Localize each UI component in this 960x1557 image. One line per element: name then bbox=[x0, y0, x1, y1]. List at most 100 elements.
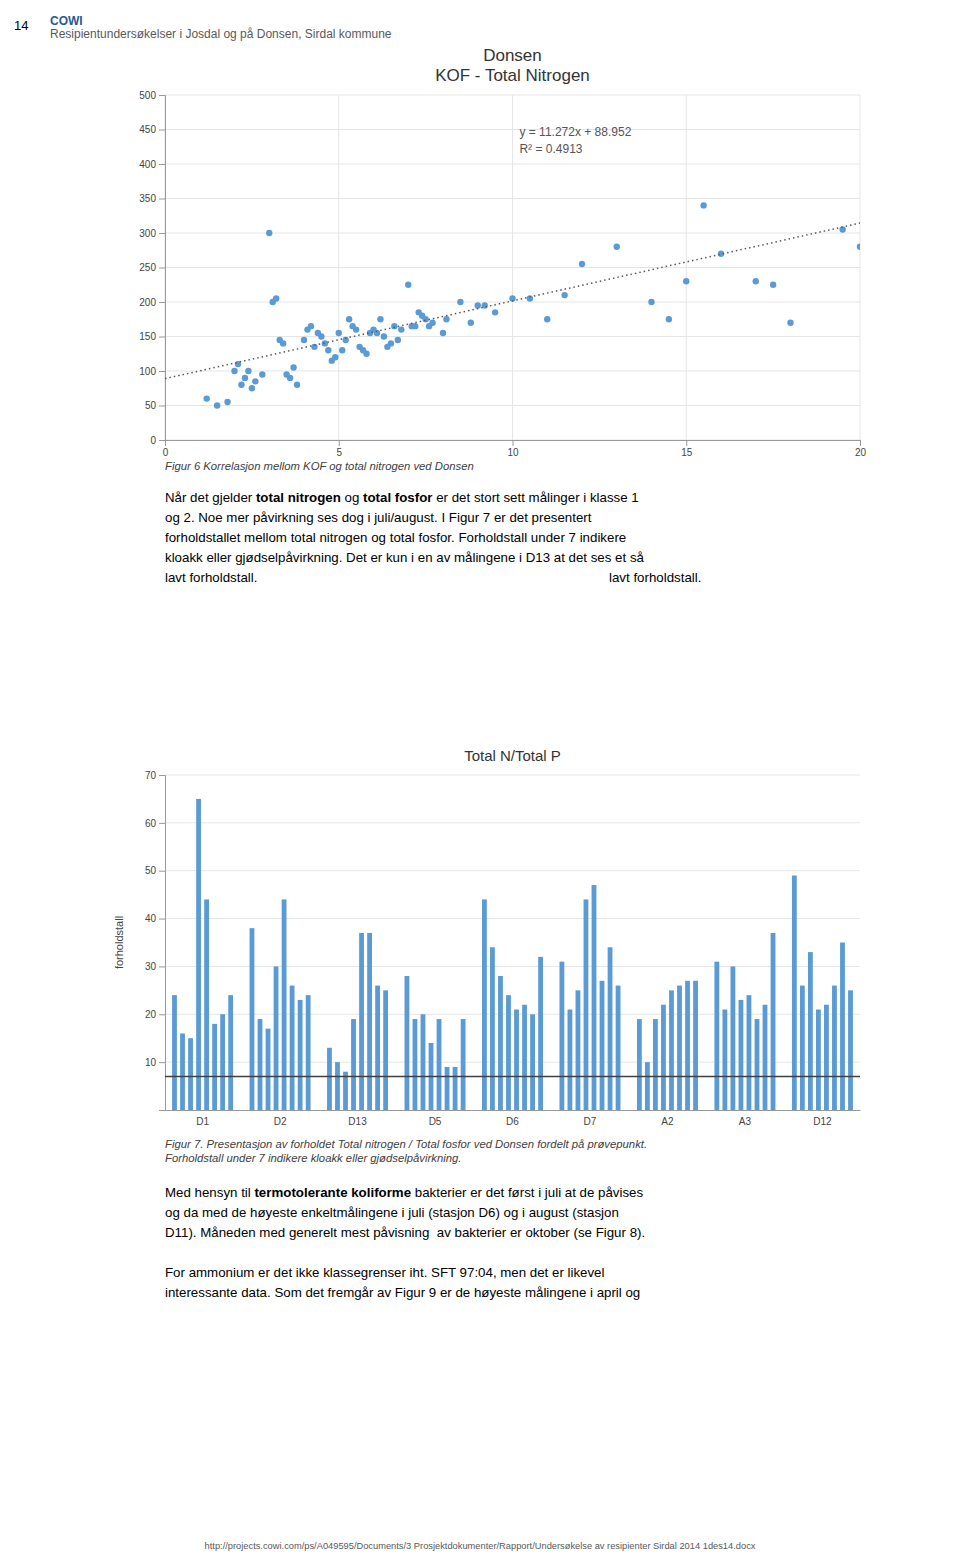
x-axis-tick: A3 bbox=[739, 1110, 752, 1127]
caption: Forholdstall under 7 indikere kloakk ell… bbox=[165, 1152, 461, 1164]
x-axis-tick: 10 bbox=[507, 440, 519, 458]
tick-label: 10 bbox=[507, 447, 519, 458]
tick-label: 50 bbox=[145, 865, 157, 876]
bar bbox=[266, 1029, 271, 1110]
tick-label: D1 bbox=[196, 1116, 209, 1127]
caption: Figur 6 Korrelasjon mellom KOF og total … bbox=[165, 460, 474, 472]
body-line: Når det gjelder total nitrogen og total … bbox=[165, 490, 639, 505]
tick-label: D6 bbox=[506, 1116, 519, 1127]
y-axis-tick: 150 bbox=[139, 331, 165, 342]
grid-line bbox=[165, 405, 860, 406]
bar bbox=[212, 1024, 217, 1110]
bar bbox=[250, 928, 255, 1110]
tick-label: 40 bbox=[145, 913, 157, 924]
body-run: bakterier er det først i juli at de påvi… bbox=[411, 1185, 643, 1200]
bar bbox=[693, 981, 698, 1110]
point bbox=[398, 326, 404, 332]
tick-label: 250 bbox=[139, 262, 156, 273]
page-number: 14 bbox=[14, 18, 28, 33]
bar bbox=[274, 966, 279, 1110]
tick-label: 70 bbox=[145, 770, 157, 781]
y-axis-tick: 40 bbox=[145, 913, 165, 924]
point bbox=[475, 302, 481, 308]
y-axis-tick: 30 bbox=[145, 961, 165, 972]
point bbox=[666, 316, 672, 322]
body-run: kloakk eller gjødselpåvirkning. Det er k… bbox=[165, 550, 645, 565]
bar bbox=[298, 1000, 303, 1110]
grid-line bbox=[165, 95, 860, 96]
bar bbox=[196, 799, 201, 1110]
point bbox=[770, 282, 776, 288]
body-run: Med hensyn til bbox=[165, 1185, 254, 1200]
point bbox=[301, 337, 307, 343]
x-axis-tick: D13 bbox=[348, 1110, 367, 1127]
caption: Figur 7. Presentasjon av forholdet Total… bbox=[165, 1138, 647, 1150]
point bbox=[388, 340, 394, 346]
tick-mark bbox=[513, 440, 514, 446]
tick-label: A2 bbox=[661, 1116, 674, 1127]
tick-label: 400 bbox=[139, 159, 156, 170]
x-axis-tick: 0 bbox=[163, 440, 169, 458]
tick-mark bbox=[159, 268, 165, 269]
bar bbox=[816, 1010, 821, 1111]
y-axis: 050100150200250300350400450500 bbox=[139, 90, 165, 446]
point bbox=[259, 371, 265, 377]
bar bbox=[405, 976, 410, 1110]
bar bbox=[771, 933, 776, 1110]
bar bbox=[282, 899, 287, 1110]
chart-title: Total N/Total P bbox=[464, 747, 561, 764]
bar bbox=[616, 986, 621, 1110]
bar bbox=[453, 1067, 458, 1110]
point bbox=[336, 330, 342, 336]
bar bbox=[327, 1048, 332, 1110]
annotation: R² = 0.4913 bbox=[519, 142, 582, 156]
point bbox=[579, 261, 585, 267]
tick-mark bbox=[159, 337, 165, 338]
point bbox=[700, 202, 706, 208]
point bbox=[273, 295, 279, 301]
point bbox=[405, 282, 411, 288]
point bbox=[381, 333, 387, 339]
tick-mark bbox=[159, 919, 165, 920]
bar bbox=[445, 1067, 450, 1110]
bar bbox=[506, 995, 511, 1110]
x-axis-tick: D12 bbox=[813, 1110, 832, 1127]
x-axis-tick: 5 bbox=[336, 440, 342, 458]
point bbox=[231, 368, 237, 374]
bar bbox=[755, 1019, 760, 1110]
y-axis-line bbox=[159, 776, 166, 1111]
grid bbox=[165, 95, 860, 440]
bar bbox=[584, 899, 589, 1110]
bar bbox=[188, 1038, 193, 1110]
body-run: forholdstallet mellom total nitrogen og … bbox=[165, 530, 626, 545]
bar bbox=[677, 986, 682, 1110]
tick-mark bbox=[159, 406, 165, 407]
tick-mark bbox=[339, 440, 340, 446]
y-axis-tick: 0 bbox=[150, 435, 165, 446]
title-line: KOF - Total Nitrogen bbox=[435, 66, 590, 85]
footer: http://projects.cowi.com/ps/A049595/Docu… bbox=[205, 1541, 756, 1551]
body-line: Med hensyn til termotolerante koliforme … bbox=[165, 1185, 643, 1200]
y-axis-tick: 50 bbox=[145, 400, 165, 411]
tick-mark bbox=[159, 233, 165, 234]
tick-label: 0 bbox=[150, 435, 156, 446]
title-line: Donsen bbox=[483, 46, 542, 65]
tick-label: 450 bbox=[139, 124, 156, 135]
point bbox=[492, 309, 498, 315]
point bbox=[391, 323, 397, 329]
point bbox=[308, 323, 314, 329]
tick-mark bbox=[159, 199, 165, 200]
tick-mark bbox=[159, 823, 165, 824]
point bbox=[287, 375, 293, 381]
tick-label: D2 bbox=[274, 1116, 287, 1127]
tick-label: 150 bbox=[139, 331, 156, 342]
bar bbox=[258, 1019, 263, 1110]
tick-label: 300 bbox=[139, 228, 156, 239]
point bbox=[614, 244, 620, 250]
grid-line bbox=[165, 966, 860, 967]
y-axis-tick: 400 bbox=[139, 159, 165, 170]
y-axis-tick: 450 bbox=[139, 124, 165, 135]
point bbox=[468, 320, 474, 326]
bar bbox=[800, 986, 805, 1110]
tick-label: D7 bbox=[584, 1116, 597, 1127]
